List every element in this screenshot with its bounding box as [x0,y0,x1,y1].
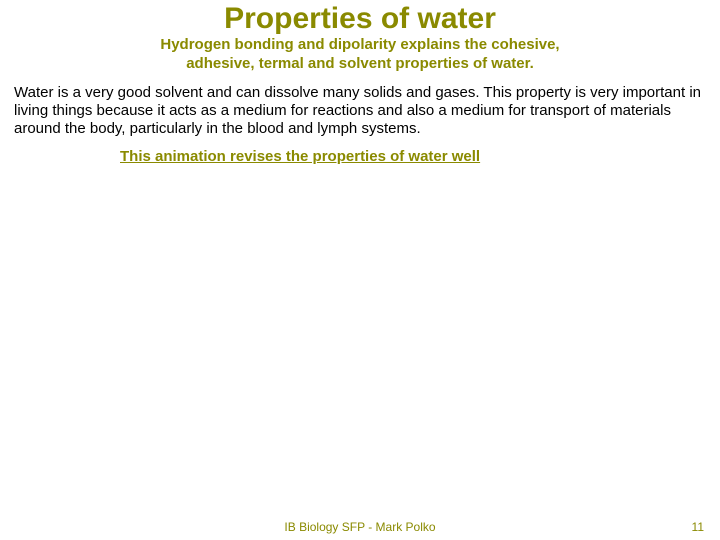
page-number: 11 [692,520,704,534]
animation-link[interactable]: This animation revises the properties of… [120,148,720,165]
subtitle: Hydrogen bonding and dipolarity explains… [0,36,720,74]
page-title: Properties of water [0,4,720,34]
subtitle-line-2: adhesive, termal and solvent properties … [186,55,534,72]
body-paragraph: Water is a very good solvent and can dis… [14,84,706,139]
footer-credit: IB Biology SFP - Mark Polko [0,520,720,534]
slide: Properties of water Hydrogen bonding and… [0,4,720,540]
subtitle-line-1: Hydrogen bonding and dipolarity explains… [160,36,559,53]
